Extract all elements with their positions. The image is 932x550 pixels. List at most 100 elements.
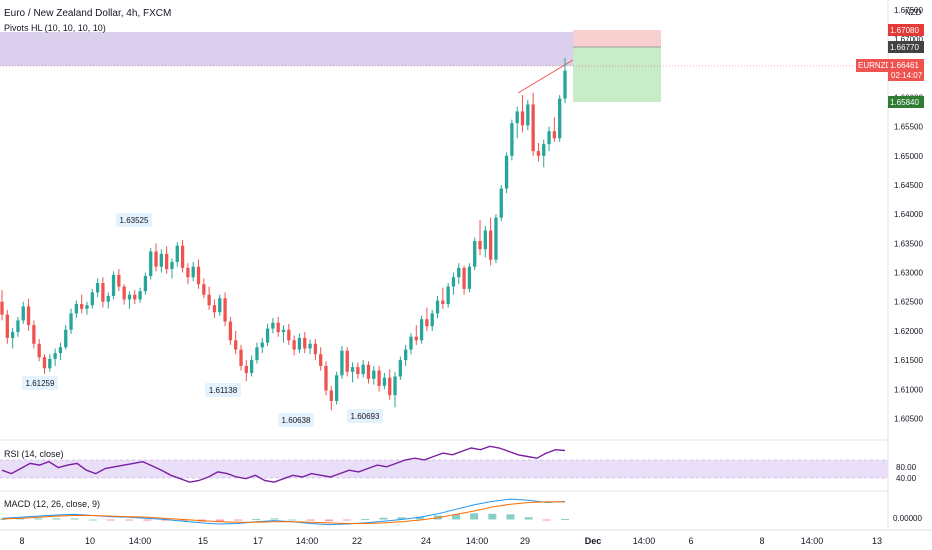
candle-body	[175, 245, 179, 263]
candle-body	[117, 274, 121, 287]
candle-body	[255, 347, 259, 361]
candle-body	[345, 350, 349, 372]
entry-price-tag	[888, 41, 924, 53]
time-tick: 14:00	[466, 536, 489, 546]
candle-body	[372, 370, 376, 379]
time-tick: 14:00	[129, 536, 152, 546]
stop-zone[interactable]	[573, 30, 661, 47]
macd-histogram-bar	[270, 518, 279, 520]
candle-body	[308, 343, 312, 349]
candle-body	[446, 286, 450, 305]
rsi-line	[1, 445, 566, 483]
time-tick: 14:00	[633, 536, 656, 546]
candle-body	[159, 253, 163, 267]
macd-histogram-bar	[143, 519, 152, 521]
candle-body	[510, 123, 514, 156]
candle-body	[515, 111, 519, 124]
time-tick: 13	[872, 536, 882, 546]
pivot-label: 1.60638	[282, 416, 311, 425]
candle-body	[95, 283, 100, 293]
currency-label: NZD	[905, 8, 922, 17]
macd-histogram-bar	[106, 519, 115, 521]
last-price-text: 1.66461	[890, 61, 919, 70]
candle-body	[234, 340, 238, 350]
price-tick: 1.64500	[894, 181, 923, 190]
macd-histogram-bar	[88, 519, 97, 521]
candle-body	[494, 217, 498, 260]
candle-body	[356, 367, 360, 375]
candle-body	[499, 188, 503, 218]
macd-histogram-bar	[234, 519, 243, 521]
candle-body	[32, 325, 36, 344]
candle-body	[531, 104, 535, 152]
candle-body	[457, 267, 461, 278]
macd-histogram-bar	[52, 518, 61, 520]
macd-histogram-bar	[361, 518, 370, 520]
candle-body	[202, 284, 206, 295]
price-tick: 1.61000	[894, 385, 923, 394]
symbol-title[interactable]: Euro / New Zealand Dollar, 4h, FXCM	[4, 8, 171, 19]
time-tick: 6	[688, 536, 693, 546]
candle-body	[265, 328, 270, 343]
candle-body	[106, 295, 110, 302]
candle-body	[10, 332, 15, 338]
candle-body	[218, 298, 222, 313]
macd-histogram-bar	[288, 519, 297, 521]
candle-body	[101, 283, 105, 302]
candle-body	[361, 364, 365, 375]
macd-histogram-bar	[179, 519, 188, 522]
candle-body	[196, 266, 201, 285]
price-tick: 1.63500	[894, 239, 923, 248]
candle-body	[319, 354, 323, 366]
candle-body	[430, 313, 434, 327]
time-tick: 22	[352, 536, 362, 546]
candle-body	[276, 322, 280, 333]
time-axis[interactable]: 8 10 14:00 15 17 14:00 22 24 14:00 29 Dec 14:00 6 8 14…	[19, 536, 882, 546]
candle-body	[143, 276, 148, 292]
macd-title[interactable]: MACD (12, 26, close, 9)	[4, 499, 100, 509]
trend-line	[517, 59, 574, 94]
candle-body	[350, 367, 355, 372]
pivot-label-box	[278, 413, 314, 427]
candle-body	[21, 306, 25, 321]
candle-body	[488, 230, 493, 260]
macd-histogram-bar	[488, 513, 497, 520]
candle-body	[340, 350, 344, 376]
price-tick: 1.62500	[894, 298, 923, 307]
candle-body	[542, 144, 546, 156]
time-tick: 29	[520, 536, 530, 546]
candle-body	[48, 358, 52, 369]
candle-body	[435, 300, 440, 314]
signal-line	[1, 501, 565, 524]
rsi-tick-80: 80.00	[896, 463, 917, 472]
macd-histogram-bar	[324, 519, 333, 522]
stop-price-tag	[888, 24, 924, 36]
candle-body	[287, 329, 291, 341]
candle-body	[186, 267, 190, 278]
candle-body	[244, 365, 248, 373]
candle-body	[260, 342, 264, 348]
candle-body	[223, 298, 227, 322]
candle-body	[526, 104, 530, 126]
rsi-title[interactable]: RSI (14, close)	[4, 449, 64, 459]
pivot-label: 1.61259	[26, 379, 55, 388]
pivots-indicator-title[interactable]: Pivots HL (10, 10, 10, 10)	[4, 23, 106, 33]
candle-body	[324, 365, 328, 391]
candle-body	[563, 70, 567, 99]
candle-body	[388, 377, 392, 396]
price-tick: 1.60500	[894, 414, 923, 423]
macd-histogram-bar	[34, 518, 43, 520]
candle-body	[74, 304, 79, 314]
target-zone[interactable]	[573, 47, 661, 102]
macd-histogram-bar	[506, 514, 515, 520]
price-tick: 1.64000	[894, 210, 923, 219]
candle-body	[520, 111, 525, 126]
pivot-label-box	[22, 376, 58, 390]
candle-body	[393, 376, 397, 396]
candle-body	[303, 337, 307, 349]
macd-histogram-bar	[561, 518, 569, 520]
candle-body	[42, 357, 47, 369]
candle-body	[58, 347, 63, 354]
time-tick: 24	[421, 536, 431, 546]
